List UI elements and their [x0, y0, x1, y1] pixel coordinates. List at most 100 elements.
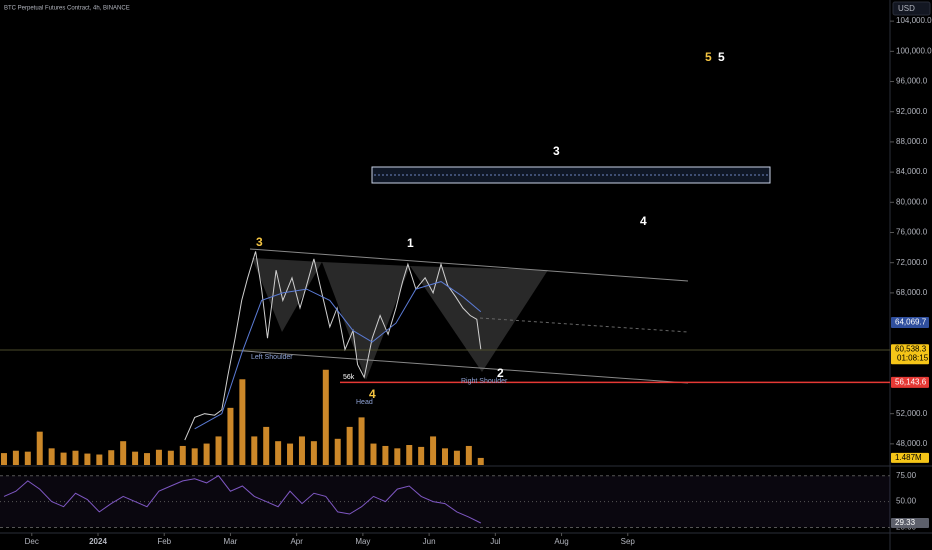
volume-bar: [60, 452, 67, 465]
y-tick-label: 76,000.0: [896, 228, 928, 237]
volume-bar: [215, 436, 222, 465]
volume-bar: [275, 441, 282, 465]
x-tick-label: Jul: [490, 537, 500, 546]
rsi-tick-label: 50.00: [896, 497, 917, 506]
volume-bar: [406, 445, 413, 465]
volume-bar: [72, 450, 79, 465]
price-line-series: [3, 475, 482, 524]
volume-bar: [442, 448, 448, 465]
x-tick-label: 2024: [89, 537, 107, 546]
annotation: 5: [718, 50, 725, 64]
volume-bar: [465, 445, 472, 465]
y-tick-label: 52,000.0: [896, 409, 928, 418]
volume-bar: [453, 450, 460, 465]
y-tick-label: 96,000.0: [896, 77, 928, 86]
pattern-triangle: [410, 266, 548, 372]
volume-bar: [167, 450, 174, 465]
volume-bar: [155, 449, 162, 465]
volume-bar: [12, 450, 19, 465]
volume-bar: [132, 451, 139, 465]
annotation: 2: [497, 366, 504, 380]
x-tick-label: Sep: [621, 537, 636, 546]
volume-bar: [203, 443, 210, 465]
moving-average: [194, 281, 482, 430]
volume-bar: [239, 379, 246, 465]
volume-bar: [418, 446, 425, 465]
annotation: Right Shoulder: [461, 378, 508, 385]
volume-bar: [334, 438, 341, 465]
y-tick-label: 80,000.0: [896, 197, 928, 206]
trendline: [479, 317, 689, 333]
annotation: 1: [407, 236, 414, 250]
rsi-tick-label: 75.00: [896, 471, 917, 480]
chart-title: BTC Perpetual Futures Contract, 4h, BINA…: [4, 6, 130, 12]
y-tick-label: 88,000.0: [896, 137, 928, 146]
y-tick-label: 104,000.0: [896, 16, 932, 25]
volume-bar: [84, 453, 91, 465]
volume-bar: [298, 436, 305, 465]
pattern-triangle: [252, 258, 322, 332]
volume-bar: [430, 436, 437, 465]
volume-bar: [227, 407, 234, 465]
x-tick-label: Aug: [554, 537, 568, 546]
last-price-box: [891, 344, 929, 365]
volume-bar: [477, 457, 484, 465]
y-tick-label: 84,000.0: [896, 167, 928, 176]
trendline: [229, 349, 689, 384]
volume-bar: [96, 454, 103, 465]
currency-box[interactable]: [892, 1, 931, 16]
level-label: 64,069.7: [895, 318, 927, 327]
annotation: 3: [256, 235, 263, 249]
annotation: 4: [369, 387, 376, 401]
volume-bar: [310, 441, 317, 465]
volume-label-box: [891, 452, 929, 463]
x-tick-label: Jun: [423, 537, 436, 546]
x-tick-label: Dec: [25, 537, 39, 546]
rsi-value-box: [891, 517, 929, 528]
level-label-box: [891, 317, 929, 329]
volume-bar: [263, 426, 270, 465]
currency-label[interactable]: USD: [898, 4, 915, 13]
y-tick-label: 72,000.0: [896, 258, 928, 267]
volume-bar: [36, 431, 43, 465]
volume-bar: [322, 369, 329, 465]
x-tick-label: Feb: [157, 537, 171, 546]
last-price-label: 60,538.3: [895, 344, 927, 353]
countdown-label: 01:08:15: [897, 353, 929, 362]
volume-bar: [370, 443, 377, 465]
annotation: Left Shoulder: [251, 354, 293, 361]
y-tick-label: 48,000.0: [896, 439, 928, 448]
volume-bar: [358, 417, 365, 465]
support-label: 56,143.6: [895, 377, 927, 386]
annotation: 56k: [343, 374, 355, 381]
annotation: 4: [640, 214, 647, 228]
volume-bar: [179, 445, 186, 465]
y-tick-label: 100,000.0: [896, 46, 932, 55]
volume-bar: [120, 441, 127, 465]
volume-bar: [108, 450, 115, 465]
y-tick-label: 68,000.0: [896, 288, 928, 297]
annotation: 5: [705, 50, 712, 64]
x-tick-label: May: [355, 537, 370, 546]
volume-bar: [144, 453, 151, 465]
trendline: [249, 248, 689, 282]
volume-bar: [394, 448, 401, 465]
volume-bar: [287, 443, 294, 465]
volume-label: 1.487M: [895, 453, 922, 462]
x-tick-label: Mar: [224, 537, 238, 546]
volume-bar: [346, 426, 353, 465]
volume-bar: [382, 445, 389, 465]
pattern-triangle: [322, 262, 410, 380]
y-tick-label: 92,000.0: [896, 107, 928, 116]
volume-bar: [0, 453, 7, 465]
volume-bar: [48, 448, 55, 465]
volume-bar: [251, 436, 258, 465]
annotation: 3: [553, 144, 560, 158]
volume-bar: [191, 448, 198, 465]
x-tick-label: Apr: [290, 537, 303, 546]
volume-bar: [24, 451, 31, 465]
rsi-value-label: 29.33: [895, 518, 916, 527]
annotation: Head: [356, 399, 373, 406]
